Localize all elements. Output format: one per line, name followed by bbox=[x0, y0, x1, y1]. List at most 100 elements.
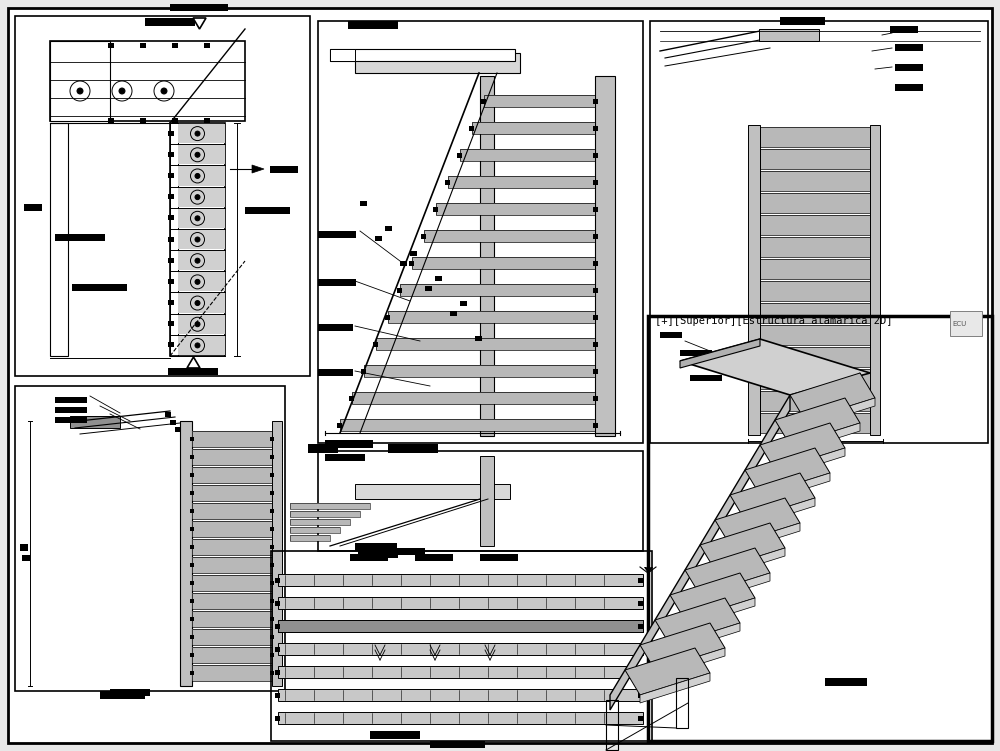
Bar bbox=[178, 167, 225, 185]
Bar bbox=[593, 423, 598, 428]
Bar bbox=[140, 118, 146, 123]
Bar bbox=[170, 420, 176, 425]
Bar bbox=[412, 257, 595, 269]
Bar bbox=[190, 545, 194, 549]
Bar bbox=[424, 230, 595, 242]
Bar bbox=[870, 125, 880, 435]
Bar bbox=[178, 124, 225, 143]
Bar bbox=[760, 171, 870, 191]
Bar bbox=[780, 17, 825, 25]
Bar bbox=[480, 76, 494, 436]
Bar bbox=[760, 369, 870, 389]
Bar bbox=[192, 665, 272, 681]
Bar bbox=[278, 620, 643, 632]
Bar bbox=[192, 629, 272, 645]
Bar bbox=[70, 416, 120, 428]
Polygon shape bbox=[680, 339, 870, 395]
Bar bbox=[380, 548, 425, 555]
Bar bbox=[192, 557, 272, 573]
Bar bbox=[460, 301, 467, 306]
Bar bbox=[415, 554, 453, 561]
Bar bbox=[388, 311, 595, 323]
Bar bbox=[190, 635, 194, 639]
Bar bbox=[660, 332, 682, 338]
Polygon shape bbox=[760, 473, 830, 503]
Bar bbox=[178, 336, 225, 355]
Bar bbox=[192, 647, 272, 663]
Bar bbox=[364, 365, 595, 377]
Bar bbox=[469, 126, 474, 131]
Bar bbox=[480, 554, 518, 561]
Bar bbox=[325, 454, 365, 461]
Bar bbox=[424, 230, 595, 242]
Bar bbox=[593, 288, 598, 293]
Bar bbox=[290, 535, 330, 541]
Bar bbox=[24, 204, 42, 211]
Polygon shape bbox=[685, 548, 770, 595]
Bar bbox=[270, 166, 298, 173]
Bar bbox=[388, 444, 438, 453]
Bar bbox=[348, 21, 398, 29]
Bar bbox=[760, 171, 870, 191]
Bar bbox=[72, 284, 127, 291]
Bar bbox=[275, 647, 280, 652]
Bar bbox=[290, 519, 350, 525]
Polygon shape bbox=[745, 448, 830, 495]
Bar bbox=[870, 125, 880, 435]
Bar bbox=[192, 467, 272, 483]
Bar bbox=[192, 557, 272, 573]
Bar bbox=[178, 294, 225, 312]
Circle shape bbox=[195, 152, 200, 157]
Bar bbox=[178, 209, 225, 228]
Bar bbox=[270, 617, 274, 621]
Bar bbox=[204, 43, 210, 48]
Bar bbox=[190, 455, 194, 459]
Bar bbox=[192, 503, 272, 519]
Bar bbox=[376, 338, 595, 350]
Bar bbox=[325, 440, 373, 448]
Bar bbox=[168, 173, 174, 178]
Bar bbox=[192, 593, 272, 609]
Bar bbox=[425, 286, 432, 291]
Bar bbox=[593, 369, 598, 374]
Bar bbox=[192, 539, 272, 555]
Bar bbox=[278, 643, 643, 655]
Bar bbox=[145, 18, 195, 26]
Bar bbox=[190, 581, 194, 585]
Bar bbox=[435, 276, 442, 281]
Bar bbox=[593, 153, 598, 158]
Bar bbox=[760, 149, 870, 169]
Bar bbox=[760, 325, 870, 345]
Polygon shape bbox=[252, 165, 264, 173]
Polygon shape bbox=[775, 448, 845, 478]
Bar bbox=[385, 226, 392, 231]
Bar bbox=[638, 693, 643, 698]
Bar bbox=[350, 554, 388, 561]
Polygon shape bbox=[715, 498, 800, 545]
Bar bbox=[168, 342, 174, 348]
Polygon shape bbox=[715, 548, 785, 578]
Bar bbox=[318, 231, 356, 238]
Bar bbox=[400, 284, 595, 296]
Bar bbox=[192, 593, 272, 609]
Polygon shape bbox=[700, 523, 785, 570]
Bar bbox=[349, 396, 354, 401]
Bar bbox=[271, 551, 652, 741]
Circle shape bbox=[195, 131, 200, 136]
Bar bbox=[318, 369, 353, 376]
Bar bbox=[55, 234, 105, 241]
Bar bbox=[192, 665, 272, 681]
Bar bbox=[168, 131, 174, 136]
Bar bbox=[593, 207, 598, 212]
Bar bbox=[760, 215, 870, 235]
Bar bbox=[748, 125, 760, 435]
Bar bbox=[270, 563, 274, 567]
Bar bbox=[397, 288, 402, 293]
Bar bbox=[178, 145, 225, 164]
Bar bbox=[480, 76, 494, 436]
Bar bbox=[595, 76, 615, 436]
Bar bbox=[430, 741, 485, 748]
Bar bbox=[245, 207, 290, 214]
Polygon shape bbox=[685, 598, 755, 628]
Bar bbox=[690, 375, 722, 381]
